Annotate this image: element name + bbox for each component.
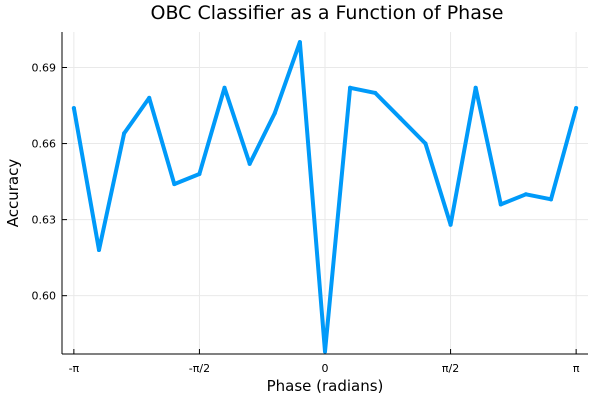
data-point-0-0	[71, 106, 76, 111]
data-point-0-2	[122, 131, 127, 136]
data-point-0-12	[373, 90, 378, 95]
data-point-0-13	[398, 116, 403, 121]
data-point-0-6	[222, 85, 227, 90]
ticks: -π -π/2 0 π/2 π 0.60 0.63 0.66 0.69	[32, 61, 580, 375]
data-point-0-8	[272, 111, 277, 116]
data-point-0-10	[323, 349, 327, 354]
data-point-0-16	[473, 85, 478, 90]
x-tick-label-1: -π/2	[189, 362, 210, 375]
data-point-0-11	[348, 85, 353, 90]
x-tick-label-2: 0	[322, 362, 329, 375]
data-point-0-5	[197, 171, 202, 176]
data-point-0-9	[297, 40, 302, 45]
data-point-0-15	[448, 222, 453, 227]
y-tick-label-1: 0.63	[32, 214, 57, 227]
x-tick-label-4: π	[573, 362, 580, 375]
data-point-0-19	[549, 197, 554, 202]
y-axis-label: Accuracy	[4, 159, 22, 228]
x-tick-label-0: -π	[69, 362, 80, 375]
x-axis-label: Phase (radians)	[267, 377, 384, 395]
data-point-0-17	[498, 202, 503, 207]
data-point-0-4	[172, 182, 177, 187]
data-point-0-20	[574, 106, 579, 111]
grid	[62, 32, 588, 354]
chart-title: OBC Classifier as a Function of Phase	[151, 2, 504, 24]
y-tick-label-0: 0.60	[32, 290, 57, 303]
series	[71, 40, 579, 354]
y-tick-label-2: 0.66	[32, 138, 57, 151]
data-point-0-18	[523, 192, 528, 197]
data-point-0-14	[423, 141, 428, 146]
y-tick-label-3: 0.69	[32, 61, 57, 74]
data-point-0-3	[147, 95, 152, 100]
x-tick-label-3: π/2	[442, 362, 459, 375]
data-point-0-1	[96, 248, 101, 253]
data-point-0-7	[247, 161, 252, 166]
